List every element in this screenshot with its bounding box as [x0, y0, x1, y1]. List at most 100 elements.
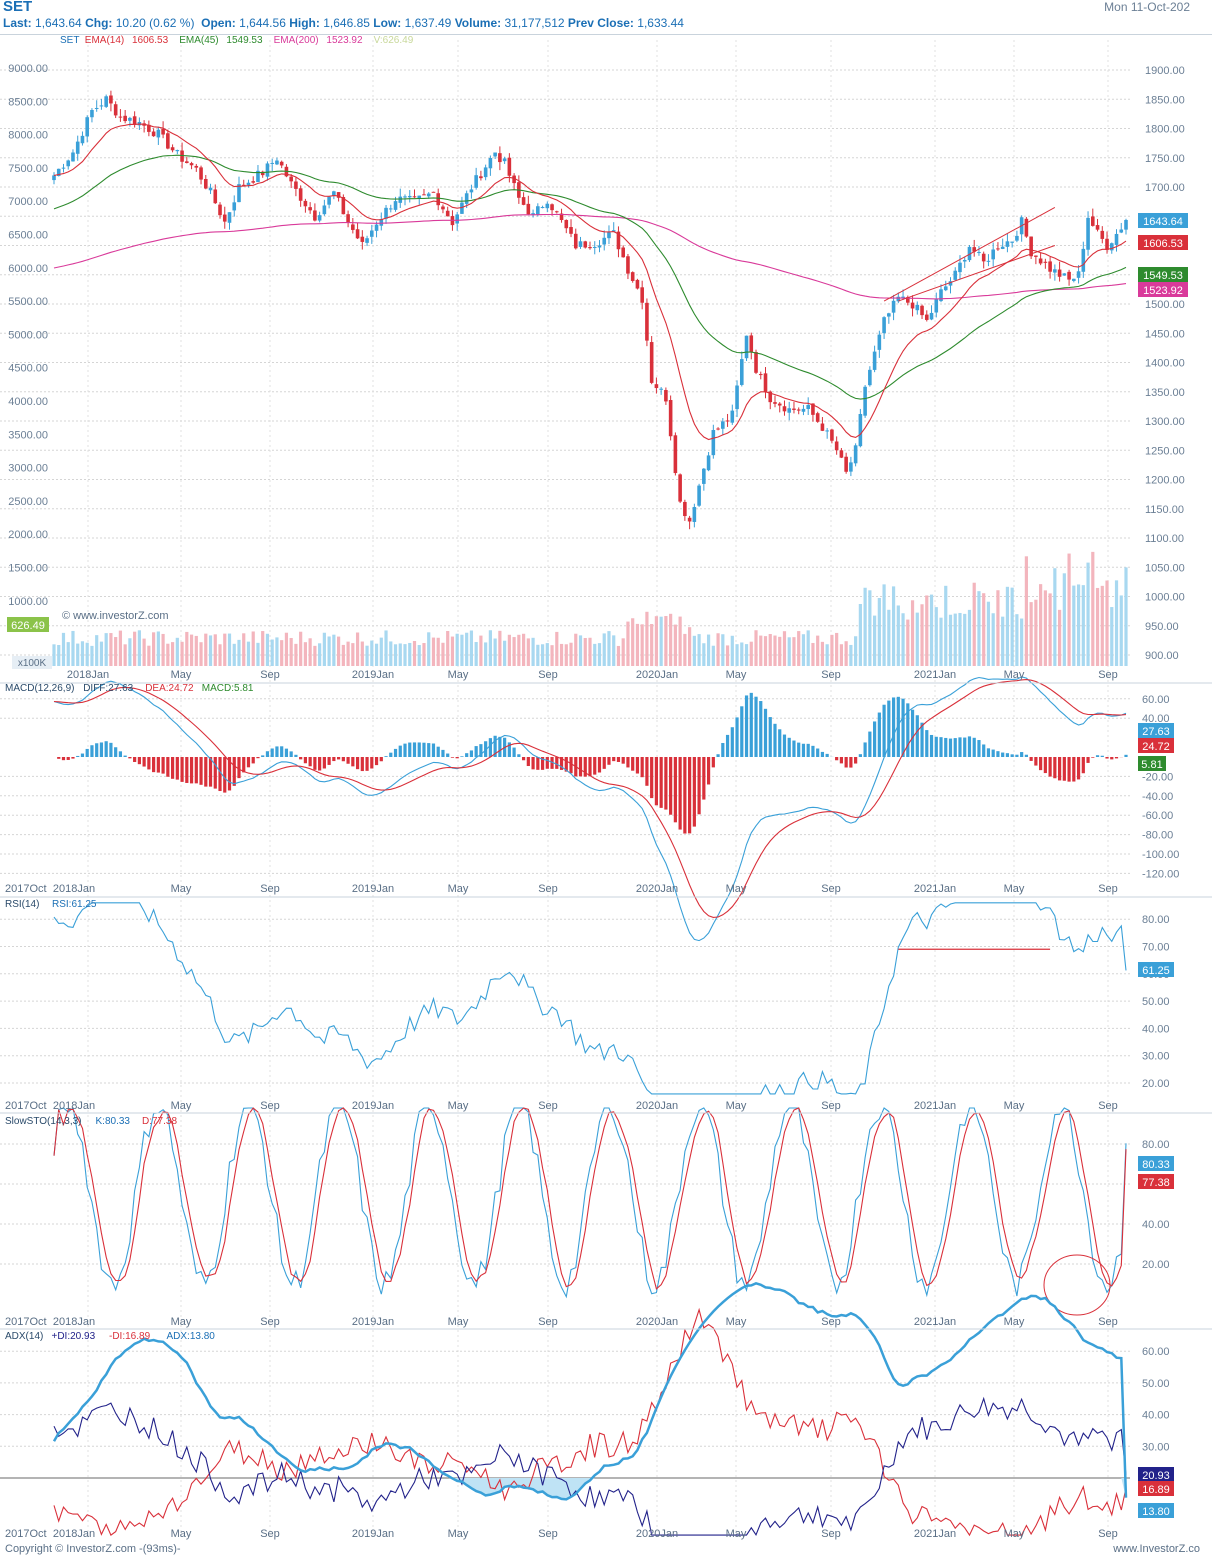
macd-bar: [1005, 753, 1010, 757]
x-tick: 2020Jan: [636, 669, 678, 681]
volume-bar: [242, 633, 246, 666]
candle-body: [858, 414, 863, 447]
volume-bar: [512, 637, 516, 666]
macd-bar: [408, 742, 412, 757]
macd-bar: [939, 737, 943, 757]
candle-body: [716, 428, 720, 430]
volume-bar: [1091, 551, 1095, 666]
candle-body: [649, 342, 654, 383]
candle-body: [939, 289, 943, 302]
macd-bar: [1029, 757, 1033, 761]
candle-body: [208, 187, 213, 191]
candle-body: [825, 430, 829, 432]
macd-bar: [540, 757, 545, 770]
volume-bar: [593, 643, 597, 666]
candle-body: [621, 247, 626, 258]
volume-bar: [854, 636, 858, 666]
volume-bar: [175, 637, 179, 666]
candle-body: [943, 286, 948, 291]
volume-bar: [1024, 556, 1028, 666]
candle-body: [341, 197, 346, 215]
candle-body: [654, 384, 659, 389]
macd-bar: [873, 721, 877, 757]
macd-bar: [284, 748, 289, 757]
candle-body: [498, 153, 502, 163]
volume-bar: [925, 595, 929, 666]
x-tick: Sep: [1098, 669, 1118, 681]
volume-bar: [1114, 580, 1119, 666]
adx-line: [52, 1281, 1128, 1501]
candle-body: [777, 403, 782, 406]
volume-bar: [1081, 585, 1085, 666]
macd-bar: [697, 757, 701, 815]
volume-bar: [1105, 580, 1109, 666]
ema14-line: [53, 123, 1127, 441]
volume-bar: [749, 641, 753, 666]
macd-bar: [1081, 757, 1085, 774]
candle-body: [630, 272, 635, 281]
candle-body: [1057, 269, 1062, 277]
volume-bar: [830, 634, 834, 666]
candle-body: [853, 445, 858, 464]
macd-bar: [616, 757, 621, 762]
macd-bar: [811, 745, 815, 757]
x-tick: May: [726, 1528, 747, 1540]
site-link[interactable]: www.InvestorZ.co: [1113, 1543, 1200, 1555]
legend-item: V:626.49: [374, 35, 414, 46]
volume-bar: [322, 632, 326, 666]
x-tick: 2021Jan: [914, 1316, 956, 1328]
x-tick: May: [1004, 1316, 1025, 1328]
candle-body: [706, 455, 711, 471]
volume-bar: [811, 642, 815, 666]
volume-bar: [801, 634, 806, 666]
candle-body: [863, 386, 867, 416]
candle-body: [1005, 241, 1010, 247]
x-tick: Sep: [1098, 1100, 1118, 1112]
candle-body: [645, 302, 649, 341]
volume-bar: [887, 609, 891, 666]
macd-bar: [393, 748, 398, 757]
candle-body: [332, 191, 336, 196]
macd-bar: [398, 745, 402, 757]
candle-body: [1015, 235, 1019, 241]
candle-body: [521, 197, 526, 205]
macd-bar: [1034, 757, 1038, 766]
volume-bar: [327, 636, 331, 666]
badge-pdi-bg: [1138, 1467, 1174, 1482]
macd-bar: [650, 757, 654, 799]
candle-body: [232, 202, 237, 211]
volume-bar: [555, 631, 559, 666]
candle-body: [811, 403, 815, 415]
candle-body: [403, 196, 407, 198]
candle-body: [792, 408, 796, 410]
macd-bar: [929, 734, 934, 757]
badge-ema45-bg: [1138, 267, 1188, 282]
legend-item: EMA(200): [274, 35, 319, 46]
trendline: [883, 207, 1056, 302]
volume-bar: [702, 643, 706, 666]
volume-bar: [57, 644, 61, 666]
macd-bar: [792, 740, 796, 757]
macd-bar: [161, 757, 165, 774]
macd-bar: [208, 757, 213, 787]
macd-bar: [621, 757, 625, 764]
candle-body: [962, 259, 967, 262]
macd-bar: [521, 757, 526, 761]
macd-bar: [313, 757, 317, 770]
volume-bar: [792, 637, 796, 666]
volume-bar: [360, 641, 364, 666]
macd-bar: [526, 757, 530, 767]
symbol-title[interactable]: SET: [3, 0, 33, 15]
quote-header: SET Mon 11-Oct-202 Last: 1,643.64 Chg: 1…: [0, 0, 1212, 35]
sto-highlight: [1043, 1254, 1111, 1316]
macd-bar: [133, 757, 137, 762]
macd-bar: [403, 743, 407, 757]
macd-bar: [427, 743, 431, 757]
badge-ema14-bg: [1138, 235, 1188, 250]
macd-bar: [673, 757, 677, 823]
macd-legend: MACD:5.81: [202, 683, 254, 694]
volume-bar: [114, 637, 118, 666]
candle-body: [659, 388, 663, 390]
macd-bar: [607, 757, 611, 765]
